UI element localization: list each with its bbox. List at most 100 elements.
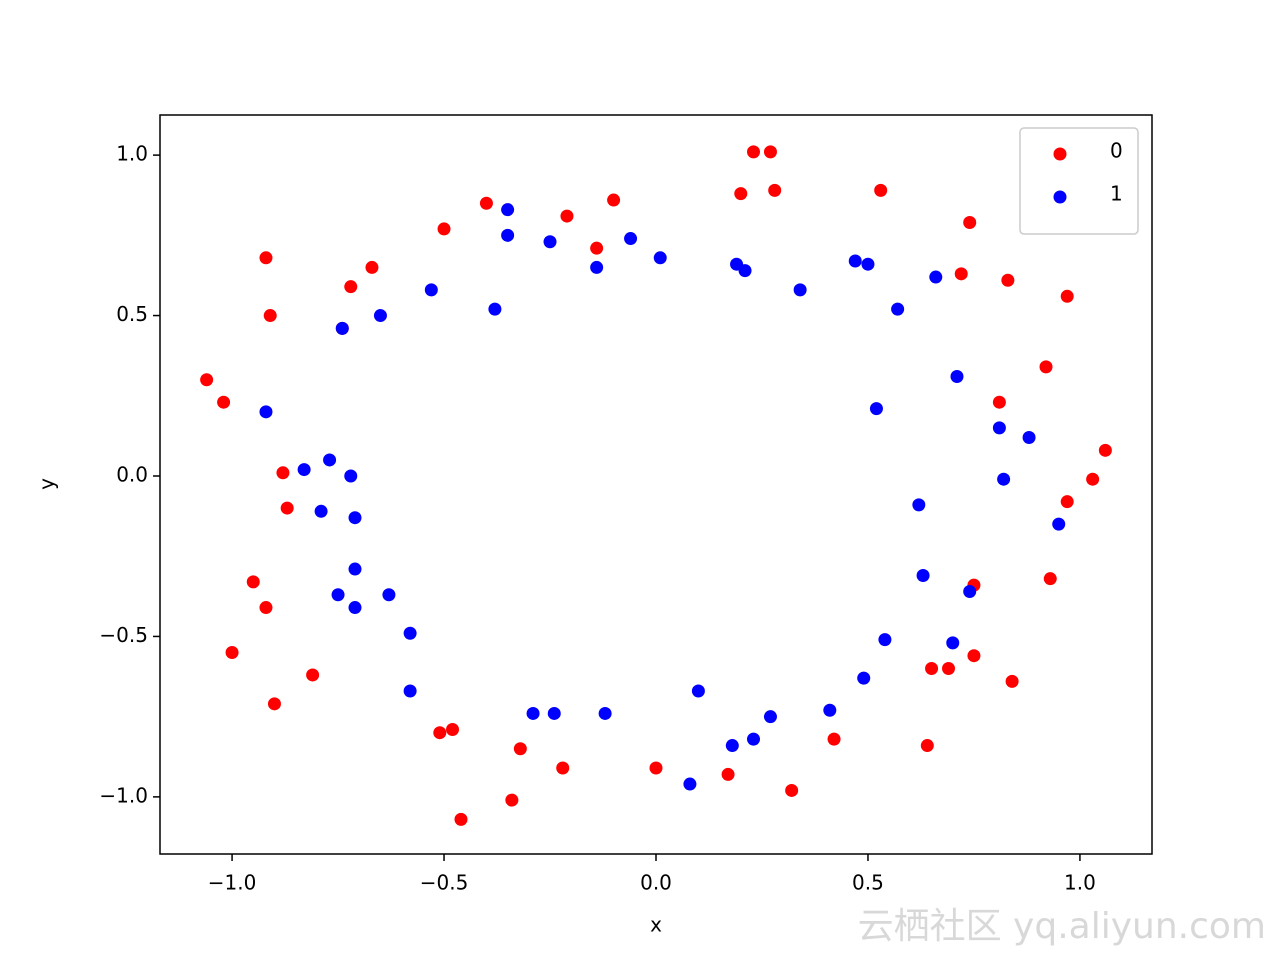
scatter-point — [738, 264, 752, 278]
legend-label: 1 — [1110, 182, 1123, 206]
scatter-point — [857, 671, 871, 685]
scatter-point — [267, 697, 281, 711]
scatter-point — [314, 504, 328, 518]
scatter-point — [344, 280, 358, 294]
scatter-point — [734, 187, 748, 201]
scatter-point — [869, 402, 883, 416]
scatter-point — [827, 732, 841, 746]
scatter-point — [624, 232, 638, 246]
scatter-point — [217, 395, 231, 409]
scatter-point — [1060, 495, 1074, 509]
scatter-point — [946, 636, 960, 650]
scatter-point — [763, 145, 777, 159]
scatter-point — [501, 203, 515, 217]
scatter-point — [997, 472, 1011, 486]
x-tick-label: 0.0 — [640, 871, 672, 895]
scatter-point — [365, 260, 379, 274]
y-tick-label: 1.0 — [116, 142, 148, 166]
scatter-point — [526, 706, 540, 720]
scatter-point — [403, 626, 417, 640]
scatter-point — [344, 469, 358, 483]
scatter-point — [874, 183, 888, 197]
scatter-point — [950, 370, 964, 384]
x-axis-label: x — [650, 913, 662, 937]
legend-label: 0 — [1110, 139, 1123, 163]
scatter-point — [373, 309, 387, 323]
scatter-point — [768, 183, 782, 197]
scatter-point — [823, 703, 837, 717]
scatter-point — [793, 283, 807, 297]
scatter-point — [348, 562, 362, 576]
watermark: 云栖社区 yq.aliyun.com — [858, 906, 1266, 947]
scatter-point — [848, 254, 862, 268]
scatter-point — [590, 241, 604, 255]
scatter-point — [1060, 289, 1074, 303]
scatter-point — [721, 767, 735, 781]
scatter-point — [929, 270, 943, 284]
x-tick-label: 1.0 — [1064, 871, 1096, 895]
scatter-point — [649, 761, 663, 775]
scatter-point — [403, 684, 417, 698]
scatter-point — [598, 706, 612, 720]
scatter-point — [891, 302, 905, 316]
scatter-point — [246, 575, 260, 589]
scatter-point — [479, 196, 493, 210]
scatter-point — [446, 722, 460, 736]
legend-marker — [1053, 147, 1067, 161]
scatter-point — [259, 601, 273, 615]
scatter-point — [954, 267, 968, 281]
scatter-point — [348, 601, 362, 615]
scatter-point — [1098, 443, 1112, 457]
scatter-point — [1086, 472, 1100, 486]
y-tick-label: 0.0 — [116, 462, 148, 486]
scatter-point — [963, 585, 977, 599]
scatter-point — [547, 706, 561, 720]
scatter-point — [323, 453, 337, 467]
scatter-point — [513, 742, 527, 756]
scatter-point — [556, 761, 570, 775]
y-tick-label: −0.5 — [99, 623, 148, 647]
scatter-point — [437, 222, 451, 236]
scatter-point — [878, 633, 892, 647]
scatter-point — [280, 501, 294, 515]
scatter-point — [942, 662, 956, 676]
scatter-point — [348, 511, 362, 525]
scatter-point — [276, 466, 290, 480]
scatter-point — [505, 793, 519, 807]
scatter-point — [1052, 517, 1066, 531]
plot-area — [200, 145, 1112, 826]
scatter-point — [259, 251, 273, 265]
scatter-point — [424, 283, 438, 297]
scatter-point — [543, 235, 557, 249]
x-tick-label: 0.5 — [852, 871, 884, 895]
y-axis-label: y — [35, 478, 59, 490]
scatter-point — [725, 739, 739, 753]
scatter-point — [747, 732, 761, 746]
scatter-point — [691, 684, 705, 698]
scatter-point — [963, 215, 977, 229]
legend-marker — [1053, 190, 1067, 204]
scatter-point — [683, 777, 697, 791]
scatter-point — [590, 260, 604, 274]
scatter-point — [454, 812, 468, 826]
scatter-point — [1043, 572, 1057, 586]
scatter-point — [785, 783, 799, 797]
scatter-point — [1039, 360, 1053, 374]
scatter-point — [306, 668, 320, 682]
scatter-point — [259, 405, 273, 419]
scatter-point — [263, 309, 277, 323]
y-tick-label: −1.0 — [99, 783, 148, 807]
scatter-point — [560, 209, 574, 223]
scatter-point — [501, 228, 515, 242]
scatter-point — [488, 302, 502, 316]
scatter-point — [1001, 273, 1015, 287]
scatter-point — [967, 649, 981, 663]
scatter-point — [335, 321, 349, 335]
scatter-point — [382, 588, 396, 602]
scatter-point — [992, 421, 1006, 435]
scatter-point — [433, 726, 447, 740]
scatter-point — [653, 251, 667, 265]
scatter-point — [1005, 674, 1019, 688]
